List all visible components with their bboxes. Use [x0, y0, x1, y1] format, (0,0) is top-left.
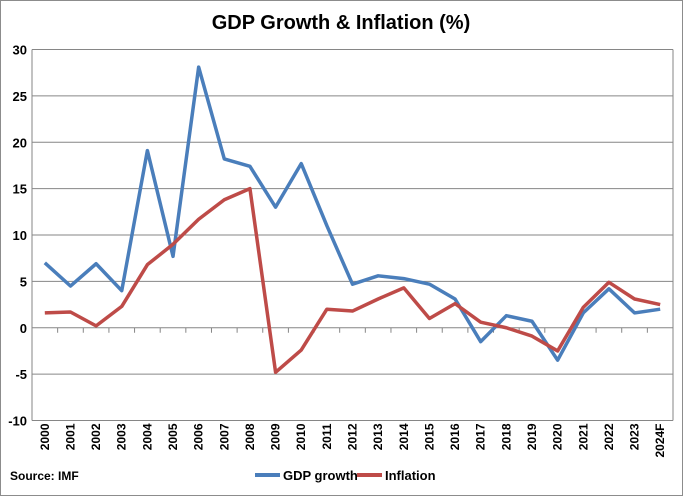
y-tick-label: 0: [20, 321, 27, 336]
y-tick-label: 25: [13, 89, 27, 104]
x-tick-label: 2015: [422, 423, 436, 450]
x-tick-label: 2021: [576, 423, 590, 450]
y-tick-label: 20: [13, 135, 27, 150]
x-tick-label: 2022: [602, 423, 616, 450]
x-tick-label: 2000: [38, 423, 52, 450]
x-tick-label: 2024F: [653, 424, 667, 458]
y-tick-label: 30: [13, 43, 27, 58]
x-tick-label: 2008: [243, 423, 257, 450]
x-tick-label: 2009: [269, 423, 283, 450]
x-tick-label: 2020: [551, 423, 565, 450]
legend-label-gdp: GDP growth: [283, 468, 358, 483]
x-tick-label: 2023: [628, 423, 642, 450]
x-tick-label: 2004: [140, 423, 154, 450]
x-tick-label: 2001: [63, 423, 77, 450]
x-tick-label: 2005: [166, 423, 180, 450]
y-tick-label: 5: [20, 274, 27, 289]
x-tick-label: 2011: [320, 423, 334, 449]
legend: GDP growth Inflation: [255, 468, 436, 483]
x-tick-label: 2019: [525, 423, 539, 450]
x-tick-label: 2013: [371, 423, 385, 450]
chart-title: GDP Growth & Inflation (%): [212, 12, 471, 34]
source-note: Source: IMF: [10, 469, 79, 483]
x-tick-label: 2018: [499, 423, 513, 450]
x-tick-label: 2003: [115, 423, 129, 450]
x-tick-label: 2002: [89, 423, 103, 450]
x-tick-label: 2014: [397, 423, 411, 450]
x-tick-label: 2017: [474, 423, 488, 450]
x-tick-label: 2010: [294, 423, 308, 450]
x-tick-label: 2007: [217, 423, 231, 450]
series-line-gdp-growth: [43, 65, 661, 362]
legend-label-inflation: Inflation: [385, 468, 436, 483]
y-tick-label: 15: [13, 182, 27, 197]
y-tick-label: 10: [13, 228, 27, 243]
y-tick-label: -5: [15, 367, 27, 382]
y-tick-label: -10: [8, 414, 27, 429]
x-tick-label: 2016: [448, 423, 462, 450]
x-tick-label: 2012: [346, 423, 360, 450]
x-tick-label: 2006: [192, 423, 206, 450]
